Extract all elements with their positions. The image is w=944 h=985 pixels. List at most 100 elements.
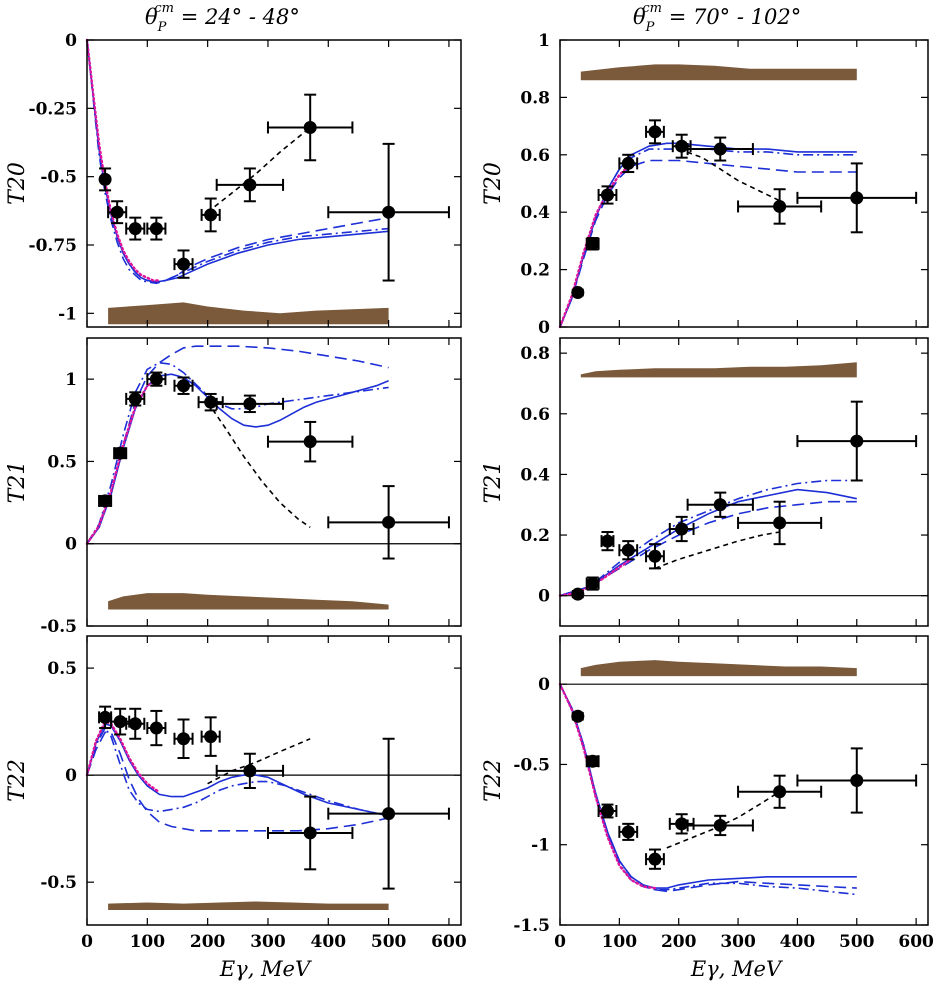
data-marker	[149, 222, 163, 236]
data-point	[668, 515, 695, 543]
curve-short-dash-black	[207, 738, 311, 785]
x-axis-label-left: Eγ, MeV	[219, 957, 312, 981]
data-marker	[600, 188, 614, 202]
data-marker	[586, 577, 600, 591]
y-tick-label: -1	[58, 304, 77, 324]
x-axis-label-right: Eγ, MeV	[690, 957, 783, 981]
data-point	[98, 494, 113, 508]
data-marker	[713, 818, 727, 832]
y-tick-label: 0.4	[520, 203, 550, 223]
data-point	[125, 707, 146, 740]
data-marker	[204, 730, 218, 744]
curve-dash	[559, 500, 857, 597]
y-tick-label: 0.8	[520, 88, 550, 108]
data-point	[737, 500, 823, 546]
data-point	[571, 286, 585, 300]
y-tick-label: -0.5	[40, 617, 77, 637]
data-point	[668, 813, 695, 835]
x-tick-label: 200	[661, 932, 697, 952]
panel-t22-low: -0.5 0 0.5 0 100 200 300 400 500 600 T22	[5, 635, 467, 952]
data-point	[645, 543, 665, 570]
data-point	[645, 848, 665, 870]
data-marker	[303, 826, 317, 840]
y-axis-label: T20	[481, 162, 506, 205]
data-point	[600, 531, 615, 552]
data-marker	[177, 732, 191, 746]
data-point	[327, 142, 450, 282]
data-marker	[773, 199, 787, 213]
data-point	[173, 718, 194, 760]
data-marker	[713, 142, 727, 156]
data-marker	[675, 817, 689, 831]
curve-dashdot	[86, 361, 389, 545]
y-tick-label: 0.5	[47, 659, 77, 679]
x-tick-label: 300	[720, 932, 756, 952]
data-point	[327, 737, 450, 890]
y-tick-label: -0.5	[40, 873, 77, 893]
data-marker	[243, 178, 257, 192]
data-point	[215, 167, 285, 203]
data-marker	[98, 710, 112, 724]
column-title-left: θPcm = 24° - 48°	[145, 1, 300, 35]
data-point	[146, 216, 167, 241]
curve-dashdot	[86, 39, 389, 285]
data-point	[197, 392, 224, 412]
data-point	[597, 185, 618, 205]
y-tick-label: 0.2	[520, 526, 550, 546]
data-marker	[204, 208, 218, 222]
data-marker	[382, 515, 396, 529]
data-marker	[713, 498, 727, 512]
data-point	[266, 93, 354, 162]
x-tick-label: 500	[371, 932, 407, 952]
data-marker	[382, 807, 396, 821]
data-marker	[586, 237, 600, 251]
data-marker	[571, 587, 585, 601]
data-point	[215, 752, 285, 789]
data-point	[107, 200, 128, 225]
data-point	[585, 237, 600, 251]
x-tick-label: 400	[311, 932, 347, 952]
data-marker	[586, 754, 600, 768]
data-marker	[648, 125, 662, 139]
data-point	[327, 485, 450, 560]
data-marker	[128, 717, 142, 731]
data-point	[585, 754, 600, 768]
curve-dash	[559, 683, 857, 893]
data-marker	[382, 205, 396, 219]
data-point	[98, 167, 112, 192]
curve-solid	[559, 142, 857, 328]
data-point	[618, 540, 639, 561]
data-point	[686, 491, 754, 518]
curve-dotted-magenta	[85, 720, 161, 794]
data-point	[571, 587, 585, 601]
panel-frame	[86, 39, 462, 328]
data-point	[796, 400, 918, 482]
data-point	[173, 376, 194, 395]
curve-solid	[86, 39, 389, 283]
y-axis-label: T22	[5, 759, 30, 802]
data-marker	[773, 785, 787, 799]
x-tick-label: 100	[130, 932, 166, 952]
y-tick-label: -1.5	[513, 916, 550, 936]
data-point	[618, 153, 639, 174]
y-tick-label: 1	[538, 31, 550, 51]
data-point	[796, 162, 918, 234]
y-tick-label: 0	[65, 535, 77, 555]
data-point	[125, 216, 146, 241]
curve-dashdot	[559, 148, 857, 328]
systematic-band	[108, 302, 389, 325]
data-point	[686, 814, 754, 837]
data-marker	[110, 205, 124, 219]
panel-t20-low: 0 -0.25 -0.5 -0.75 -1 T20	[5, 31, 462, 328]
data-marker	[600, 804, 614, 818]
panel-t20-high: 0 0.2 0.4 0.6 0.8 1 T20	[481, 31, 929, 338]
data-marker	[571, 286, 585, 300]
data-marker	[98, 494, 112, 508]
x-tick-label: 600	[431, 932, 467, 952]
panel-frame	[559, 337, 929, 627]
data-marker	[303, 435, 317, 449]
y-tick-label: 0	[538, 675, 550, 695]
data-point	[146, 371, 167, 387]
data-marker	[243, 397, 257, 411]
y-tick-label: -1	[531, 836, 550, 856]
